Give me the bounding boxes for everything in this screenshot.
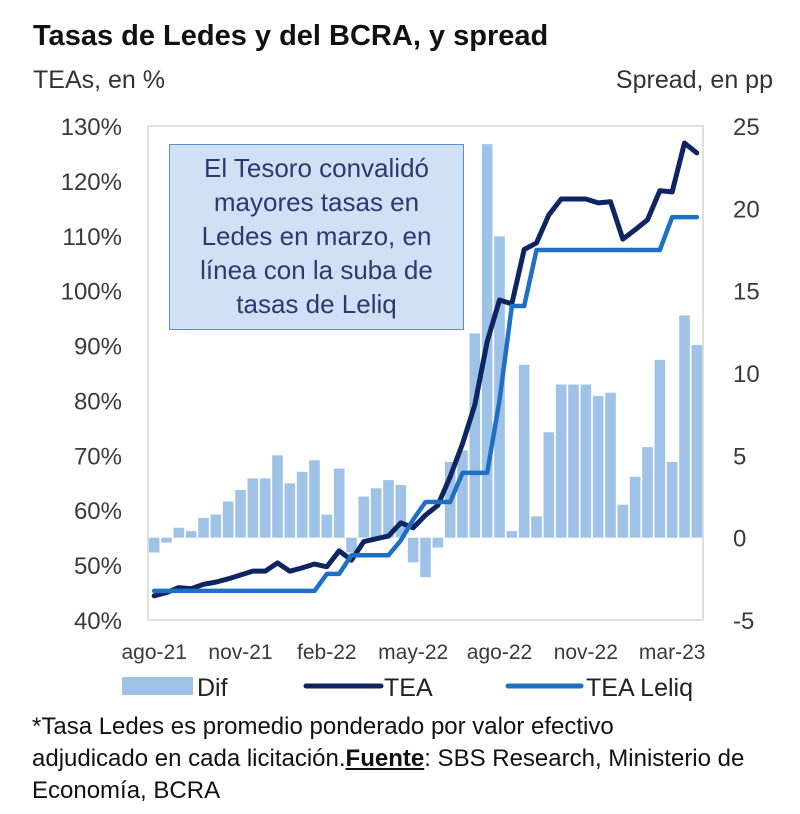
bar-dif bbox=[222, 501, 234, 538]
left-axis-ticks: 40% 50% 60% 70% 80% 90% 100% 110% 120% 130% bbox=[61, 114, 122, 635]
left-tick-label: 100% bbox=[61, 279, 122, 306]
bar-dif bbox=[210, 514, 222, 538]
bar-dif bbox=[518, 364, 530, 538]
bar-dif bbox=[642, 447, 653, 538]
legend-item-dif: Dif bbox=[122, 674, 228, 702]
right-axis-ticks: -5 0 5 10 15 20 25 bbox=[733, 114, 760, 635]
annotation-line: línea con la suba de bbox=[200, 255, 433, 285]
bar-dif bbox=[666, 461, 678, 538]
bar-dif bbox=[605, 392, 616, 538]
annotation-line: El Tesoro convalidó bbox=[204, 153, 429, 183]
left-tick-label: 80% bbox=[74, 388, 122, 415]
x-tick-label: ago-22 bbox=[467, 641, 532, 664]
bar-dif bbox=[469, 333, 481, 538]
bar-dif bbox=[691, 345, 703, 538]
source-text: : SBS Research, Ministerio de bbox=[424, 745, 745, 772]
bar-dif bbox=[395, 484, 407, 538]
left-tick-label: 110% bbox=[62, 224, 122, 251]
annotation-line: Ledes en marzo, en bbox=[201, 221, 432, 251]
x-tick-label: mar-23 bbox=[639, 641, 706, 664]
footnote-line-2: adjudicado en cada licitación.Fuente: SB… bbox=[32, 743, 744, 775]
right-tick-label: -5 bbox=[733, 608, 754, 635]
lines-layer bbox=[151, 140, 700, 599]
left-tick-label: 120% bbox=[61, 169, 122, 196]
bar-dif bbox=[333, 468, 345, 538]
left-tick-label: 40% bbox=[74, 608, 122, 635]
bar-dif bbox=[309, 460, 320, 538]
bar-dif bbox=[284, 483, 296, 538]
bar-dif bbox=[358, 496, 370, 538]
left-tick-label: 130% bbox=[61, 114, 122, 141]
legend-label-leliq: TEA Leliq bbox=[586, 674, 693, 702]
series-line-tea-leliq bbox=[151, 214, 700, 594]
bar-dif bbox=[679, 315, 690, 538]
x-tick-label: ago-21 bbox=[122, 641, 187, 664]
bar-dif bbox=[457, 450, 468, 538]
bar-dif bbox=[173, 527, 185, 538]
left-axis-title: TEAs, en % bbox=[33, 66, 165, 94]
right-tick-label: 10 bbox=[733, 361, 760, 388]
bar-dif bbox=[580, 384, 592, 538]
left-tick-label: 60% bbox=[74, 498, 122, 525]
left-tick-label: 90% bbox=[74, 334, 122, 361]
series-line-tea bbox=[151, 140, 700, 599]
chart-title: Tasas de Ledes y del BCRA, y spread bbox=[33, 20, 549, 52]
right-tick-label: 25 bbox=[733, 114, 760, 141]
legend: Dif TEA TEA Leliq bbox=[122, 674, 693, 702]
footnote-line-3: Economía, BCRA bbox=[32, 777, 221, 804]
legend-label-dif: Dif bbox=[197, 674, 228, 702]
right-tick-label: 20 bbox=[733, 196, 760, 223]
annotation-line: mayores tasas en bbox=[213, 187, 420, 217]
source-label: Fuente bbox=[345, 745, 425, 772]
footnote-line-1: *Tasa Ledes es promedio ponderado por va… bbox=[32, 713, 614, 740]
left-tick-label: 50% bbox=[74, 553, 122, 580]
bar-dif bbox=[629, 476, 641, 538]
bar-dif bbox=[568, 384, 579, 538]
bar-dif bbox=[432, 537, 444, 548]
bar-dif bbox=[383, 480, 394, 538]
bar-dif bbox=[247, 478, 259, 538]
bar-dif bbox=[420, 537, 431, 578]
legend-item-tea: TEA bbox=[303, 674, 433, 702]
x-axis-ticks: ago-21 nov-21 feb-22 may-22 ago-22 nov-22 mar-… bbox=[122, 641, 706, 664]
bar-dif bbox=[296, 471, 308, 538]
footnote: *Tasa Ledes es promedio ponderado por va… bbox=[32, 711, 744, 807]
bar-dif bbox=[259, 478, 271, 538]
bar-dif bbox=[617, 504, 629, 538]
bar-dif bbox=[506, 531, 518, 538]
legend-item-leliq: TEA Leliq bbox=[505, 674, 693, 702]
bar-dif bbox=[235, 489, 246, 538]
x-tick-label: nov-22 bbox=[554, 641, 618, 664]
bar-dif bbox=[592, 396, 604, 538]
bar-dif bbox=[346, 537, 357, 553]
bar-dif bbox=[654, 359, 666, 538]
left-tick-label: 70% bbox=[74, 443, 122, 470]
bar-dif bbox=[370, 488, 382, 538]
bar-dif bbox=[407, 537, 419, 563]
bar-dif bbox=[272, 455, 283, 538]
legend-label-tea: TEA bbox=[384, 674, 433, 702]
x-tick-label: nov-21 bbox=[208, 641, 272, 664]
bar-dif bbox=[531, 516, 542, 538]
legend-swatch-dif bbox=[122, 677, 193, 695]
bar-dif bbox=[161, 537, 172, 543]
bar-dif bbox=[555, 384, 567, 538]
bar-dif bbox=[543, 432, 555, 538]
bar-dif bbox=[148, 537, 160, 553]
bar-dif bbox=[198, 517, 209, 538]
annotation-box: El Tesoro convalidó mayores tasas en Led… bbox=[169, 144, 464, 330]
x-tick-label: feb-22 bbox=[297, 641, 357, 664]
right-tick-label: 15 bbox=[733, 279, 760, 306]
right-tick-label: 5 bbox=[733, 443, 746, 470]
bar-dif bbox=[185, 531, 197, 538]
bar-dif bbox=[321, 514, 333, 538]
footnote-text: adjudicado en cada licitación. bbox=[32, 745, 346, 772]
x-tick-label: may-22 bbox=[378, 641, 448, 664]
right-tick-label: 0 bbox=[733, 526, 746, 553]
annotation-line: tasas de Leliq bbox=[236, 289, 397, 319]
right-axis-title: Spread, en pp bbox=[615, 66, 773, 94]
